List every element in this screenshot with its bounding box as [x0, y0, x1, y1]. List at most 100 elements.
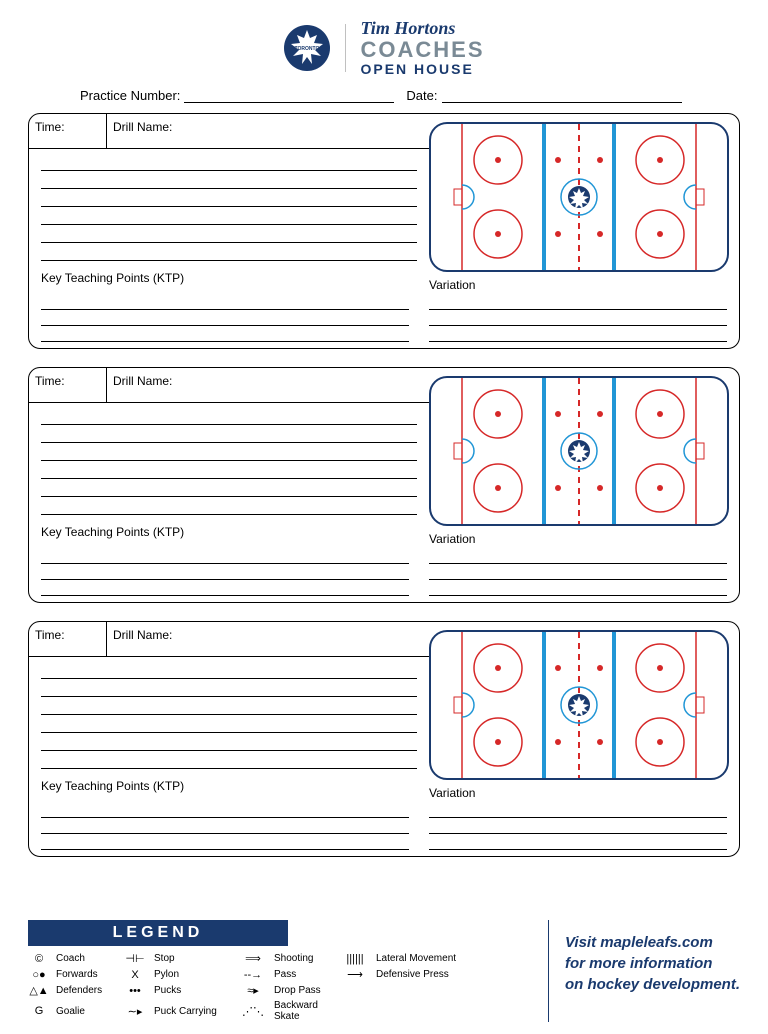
time-label[interactable]: Time:	[29, 368, 107, 402]
cta-text: Visit mapleleafs.com for more informatio…	[565, 920, 740, 995]
writing-line[interactable]	[429, 834, 727, 850]
writing-line[interactable]	[41, 661, 417, 679]
writing-line[interactable]	[41, 733, 417, 751]
writing-line[interactable]	[41, 310, 409, 326]
writing-line[interactable]	[41, 171, 417, 189]
rink-diagram	[429, 630, 729, 780]
legend-label: Pylon	[154, 969, 232, 980]
writing-line[interactable]	[41, 326, 409, 342]
writing-line[interactable]	[41, 497, 417, 515]
writing-line[interactable]	[41, 294, 409, 310]
drill-name-label[interactable]: Drill Name:	[107, 114, 429, 148]
cta-line3: on hockey development.	[565, 974, 740, 995]
writing-line[interactable]	[41, 697, 417, 715]
variation-lines[interactable]	[429, 802, 727, 850]
drill-name-label[interactable]: Drill Name:	[107, 368, 429, 402]
date-input[interactable]	[442, 87, 682, 103]
writing-line[interactable]	[41, 679, 417, 697]
legend-symbol: ⟹	[238, 952, 268, 965]
writing-line[interactable]	[429, 310, 727, 326]
legend-symbol: ©	[28, 953, 50, 965]
ktp-label: Key Teaching Points (KTP)	[29, 769, 429, 795]
writing-line[interactable]	[429, 326, 727, 342]
legend-symbol: ⟶	[340, 968, 370, 981]
writing-line[interactable]	[41, 243, 417, 261]
legend-label: Defensive Press	[376, 969, 532, 980]
notes-area[interactable]	[29, 149, 429, 261]
writing-line[interactable]	[429, 580, 727, 596]
writing-line[interactable]	[429, 294, 727, 310]
page-header: TORONTO Tim Hortons COACHES OPEN HOUSE	[0, 0, 768, 87]
practice-number-field: Practice Number:	[80, 87, 394, 103]
footer: LEGEND ©Coach⊣⊢Stop⟹Shooting||||||Latera…	[28, 920, 740, 1022]
notes-area[interactable]	[29, 403, 429, 515]
writing-line[interactable]	[41, 189, 417, 207]
top-fields: Practice Number: Date:	[0, 87, 768, 113]
sponsor-text: Tim Hortons	[360, 18, 484, 39]
date-label: Date:	[406, 88, 437, 103]
ktp-label: Key Teaching Points (KTP)	[29, 515, 429, 541]
writing-line[interactable]	[41, 802, 409, 818]
writing-line[interactable]	[429, 802, 727, 818]
footer-divider	[548, 920, 549, 1022]
writing-line[interactable]	[429, 548, 727, 564]
writing-line[interactable]	[41, 153, 417, 171]
ktp-lines[interactable]	[41, 294, 409, 342]
legend-symbol: G	[28, 1005, 50, 1017]
writing-line[interactable]	[41, 225, 417, 243]
cta-line1: Visit mapleleafs.com	[565, 932, 740, 953]
bottom-lines	[29, 548, 739, 596]
practice-number-input[interactable]	[184, 87, 394, 103]
bottom-lines	[29, 294, 739, 342]
writing-line[interactable]	[41, 834, 409, 850]
writing-line[interactable]	[41, 751, 417, 769]
drill-card: Time: Drill Name: Key Teaching Points (K…	[28, 113, 740, 349]
legend-symbol: ⋰⋱	[238, 1005, 268, 1018]
openhouse-text: OPEN HOUSE	[360, 61, 484, 77]
time-label[interactable]: Time:	[29, 622, 107, 656]
writing-line[interactable]	[429, 818, 727, 834]
legend-label: Forwards	[56, 969, 116, 980]
legend-label: Puck Carrying	[154, 1006, 232, 1017]
ktp-lines[interactable]	[41, 802, 409, 850]
legend: LEGEND ©Coach⊣⊢Stop⟹Shooting||||||Latera…	[28, 920, 532, 1022]
legend-symbol: ∼▸	[122, 1005, 148, 1018]
legend-grid: ©Coach⊣⊢Stop⟹Shooting||||||Lateral Movem…	[28, 952, 532, 1022]
writing-line[interactable]	[41, 407, 417, 425]
legend-title: LEGEND	[28, 920, 288, 946]
coaches-text: COACHES	[360, 39, 484, 61]
drill-cards-container: Time: Drill Name: Key Teaching Points (K…	[0, 113, 768, 857]
maple-leafs-logo-icon: TORONTO	[283, 24, 331, 72]
variation-label: Variation	[429, 272, 729, 294]
rink-diagram	[429, 122, 729, 272]
writing-line[interactable]	[41, 443, 417, 461]
writing-line[interactable]	[41, 548, 409, 564]
writing-line[interactable]	[41, 580, 409, 596]
notes-area[interactable]	[29, 657, 429, 769]
ktp-lines[interactable]	[41, 548, 409, 596]
writing-line[interactable]	[41, 425, 417, 443]
time-label[interactable]: Time:	[29, 114, 107, 148]
variation-lines[interactable]	[429, 294, 727, 342]
writing-line[interactable]	[41, 479, 417, 497]
writing-line[interactable]	[41, 715, 417, 733]
legend-label: Lateral Movement	[376, 953, 532, 964]
legend-symbol: ⊣⊢	[122, 952, 148, 965]
writing-line[interactable]	[41, 207, 417, 225]
writing-line[interactable]	[41, 818, 409, 834]
header-text: Tim Hortons COACHES OPEN HOUSE	[360, 18, 484, 77]
writing-line[interactable]	[429, 564, 727, 580]
legend-symbol: X	[122, 969, 148, 981]
legend-label: Shooting	[274, 953, 334, 964]
drill-name-label[interactable]: Drill Name:	[107, 622, 429, 656]
legend-symbol: △▲	[28, 984, 50, 997]
bottom-lines	[29, 802, 739, 850]
legend-label: Coach	[56, 953, 116, 964]
variation-lines[interactable]	[429, 548, 727, 596]
writing-line[interactable]	[41, 564, 409, 580]
writing-line[interactable]	[41, 461, 417, 479]
legend-label: Backward Skate	[274, 1000, 334, 1022]
header-divider	[345, 24, 346, 72]
rink-diagram	[429, 376, 729, 526]
variation-label: Variation	[429, 780, 729, 802]
